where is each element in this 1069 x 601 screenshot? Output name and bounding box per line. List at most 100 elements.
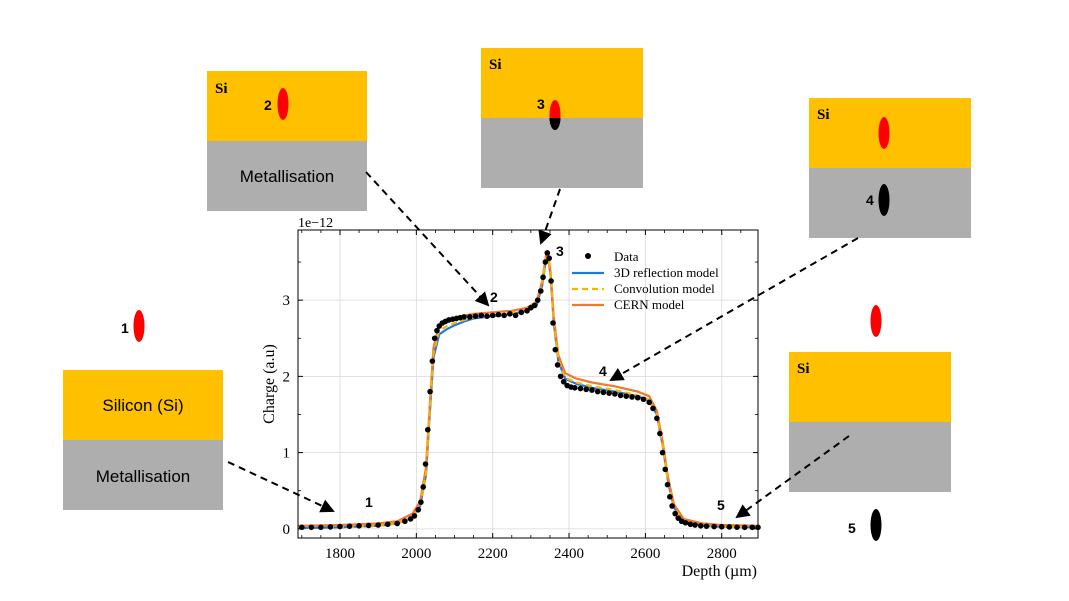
x-tick-label: 2200	[478, 546, 508, 562]
data-point	[546, 255, 552, 262]
beam-spot-black	[878, 184, 890, 216]
data-point	[703, 523, 710, 529]
connector-arrows	[227, 171, 859, 519]
beam-spot-black	[549, 118, 561, 130]
annotation-4: 4	[599, 363, 607, 379]
data-point	[308, 524, 315, 531]
data-points	[299, 250, 761, 531]
data-point	[654, 415, 660, 422]
data-point	[741, 524, 748, 531]
data-point	[540, 274, 546, 281]
data-point	[629, 394, 635, 400]
data-point	[557, 373, 564, 380]
data-point	[734, 524, 740, 530]
metal-layer	[207, 141, 367, 211]
data-point	[318, 524, 324, 531]
data-point	[726, 524, 733, 530]
inset-box-1: 1 Silicon (Si) Metallisation	[63, 310, 223, 510]
data-point	[657, 430, 663, 437]
point-label-1: 1	[121, 320, 129, 336]
beam-spot-red	[878, 117, 890, 149]
data-point	[411, 513, 418, 519]
data-point	[544, 250, 551, 256]
arrow-3	[538, 188, 561, 245]
y-axis-label: Charge (a.u)	[261, 344, 278, 424]
annotation-3: 3	[556, 243, 564, 259]
si-label: Si	[215, 81, 228, 97]
data-point	[384, 521, 391, 528]
data-point	[402, 518, 408, 525]
inset-box-2: Si 2 Metallisation	[207, 71, 367, 211]
beam-spot-red	[133, 310, 145, 342]
data-point	[429, 358, 436, 364]
data-point	[617, 392, 624, 399]
data-point	[697, 523, 704, 529]
data-point	[634, 394, 641, 401]
data-point	[687, 521, 694, 528]
x-tick-label: 2600	[630, 546, 660, 562]
data-point	[495, 311, 502, 318]
data-point	[356, 523, 362, 529]
silicon-layer	[809, 98, 971, 168]
x-tick-label: 2400	[554, 546, 584, 562]
data-point	[424, 426, 431, 433]
data-point	[365, 522, 372, 529]
data-point	[600, 389, 607, 396]
y-tick-label: 0	[283, 522, 291, 538]
point-label-5: 5	[848, 520, 856, 536]
si-label: Si	[489, 57, 502, 73]
y-tick-label: 1	[283, 446, 291, 462]
y-tick-label: 2	[283, 369, 291, 385]
si-label: Si	[797, 361, 810, 377]
data-point	[571, 385, 578, 391]
data-point	[466, 314, 473, 320]
x-axis-label: Depth (µm)	[682, 563, 757, 580]
data-point	[524, 308, 530, 314]
data-point	[534, 297, 541, 303]
axis-ticks: 1800 2000 2200 2400 2600 2800 0 1 2 3	[283, 230, 758, 562]
silicon-layer	[481, 48, 643, 118]
data-point	[394, 520, 401, 527]
data-point	[434, 327, 440, 334]
data-point	[472, 313, 479, 319]
grid	[298, 230, 758, 538]
data-point	[501, 312, 507, 319]
arrow-2	[365, 171, 490, 307]
data-point	[667, 494, 673, 500]
data-point	[550, 320, 556, 326]
data-point	[623, 393, 630, 399]
y-tick-label: 3	[283, 293, 291, 309]
data-point	[542, 259, 549, 265]
data-point	[327, 524, 334, 530]
data-point	[507, 311, 513, 317]
legend: Data 3D reflection model Convolution mod…	[572, 249, 719, 312]
plot-frame	[297, 229, 759, 539]
beam-spot-red	[870, 305, 882, 337]
data-point	[560, 378, 567, 385]
annotation-1: 1	[365, 494, 373, 510]
offset-text: 1e−12	[298, 216, 333, 231]
point-label-3: 3	[537, 96, 545, 112]
metallisation-label: Metallisation	[240, 167, 335, 186]
data-point	[711, 523, 717, 530]
data-point	[612, 391, 618, 397]
data-point	[420, 484, 427, 490]
data-point	[484, 313, 490, 319]
data-point	[375, 522, 381, 528]
data-point	[461, 314, 467, 320]
legend-label-cern: CERN model	[614, 297, 685, 312]
data-point	[431, 335, 438, 342]
data-point	[518, 309, 525, 316]
metal-layer	[809, 168, 971, 238]
data-point	[552, 346, 559, 353]
charge-depth-chart: 1800 2000 2200 2400 2600 2800 0 1 2 3 1e−12 Depth…	[261, 216, 761, 580]
data-point	[594, 388, 601, 395]
data-point	[415, 506, 422, 513]
silicon-layer	[63, 370, 223, 440]
legend-label-reflection: 3D reflection model	[614, 265, 719, 280]
data-point	[672, 510, 678, 517]
data-point	[422, 461, 429, 467]
data-point	[427, 388, 433, 395]
metal-layer	[481, 118, 643, 188]
